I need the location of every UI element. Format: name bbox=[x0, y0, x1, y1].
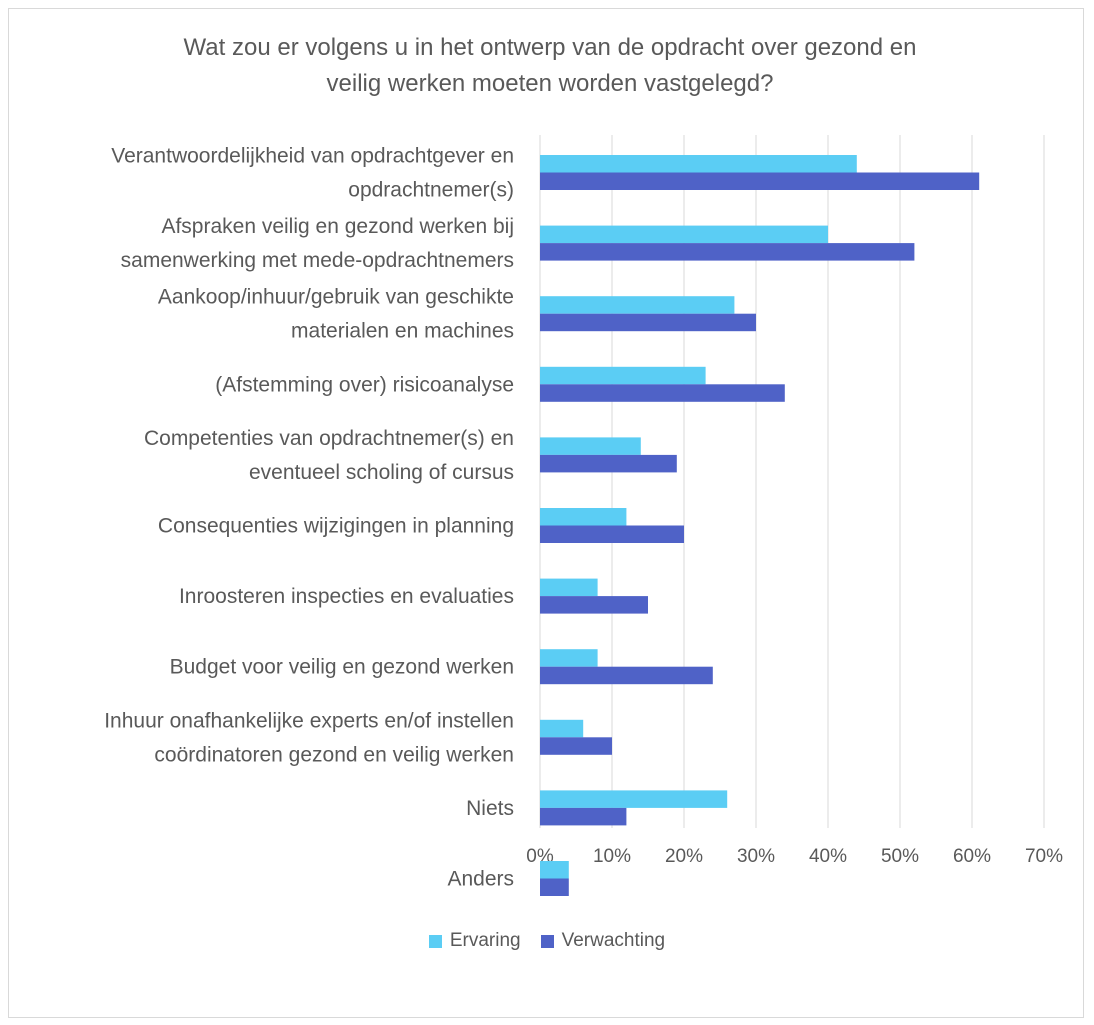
category-label: Inroosteren inspecties en evaluaties bbox=[179, 585, 514, 608]
legend-label-ervaring: Ervaring bbox=[449, 930, 521, 951]
bar-ervaring bbox=[540, 366, 706, 385]
category-label: Verantwoordelijkheid van opdrachtgever e… bbox=[111, 145, 514, 168]
x-tick-label: 70% bbox=[1025, 846, 1063, 867]
bar-ervaring bbox=[540, 437, 641, 455]
bar-ervaring bbox=[540, 225, 828, 244]
bar-ervaring bbox=[540, 790, 728, 808]
bar-verwachting bbox=[540, 313, 756, 332]
legend-swatch-ervaring bbox=[428, 934, 442, 948]
x-tick-label: 20% bbox=[665, 846, 703, 867]
category-label: samenwerking met mede-opdrachtnemers bbox=[121, 249, 514, 272]
chart-title: Wat zou er volgens u in het ontwerp van … bbox=[60, 30, 1040, 102]
bar-ervaring bbox=[540, 296, 735, 314]
x-tick-label: 60% bbox=[953, 846, 991, 867]
bar-verwachting bbox=[540, 666, 713, 685]
category-label: Anders bbox=[447, 868, 514, 891]
bar-ervaring bbox=[540, 155, 857, 173]
category-label: opdrachtnemer(s) bbox=[348, 179, 514, 202]
legend-swatch-verwachting bbox=[540, 934, 554, 948]
legend-item-ervaring: Ervaring bbox=[428, 930, 521, 952]
bar-verwachting bbox=[540, 172, 980, 190]
category-label: Aankoop/inhuur/gebruik van geschikte bbox=[158, 286, 514, 309]
chart-title-line-2: veilig werken moeten worden vastgelegd? bbox=[326, 70, 774, 97]
x-tick-label: 30% bbox=[737, 846, 775, 867]
category-label: (Afstemming over) risicoanalyse bbox=[215, 373, 514, 396]
category-label: eventueel scholing of cursus bbox=[249, 461, 514, 484]
category-label: Niets bbox=[466, 797, 514, 820]
bar-verwachting bbox=[540, 243, 915, 261]
legend: Ervaring Verwachting bbox=[0, 930, 1094, 952]
bar-verwachting bbox=[540, 737, 612, 755]
x-tick-label: 50% bbox=[881, 846, 919, 867]
bar-ervaring bbox=[540, 861, 569, 879]
bar-verwachting bbox=[540, 454, 677, 473]
bar-ervaring bbox=[540, 578, 598, 597]
category-label: Competenties van opdrachtnemer(s) en bbox=[144, 427, 514, 450]
legend-item-verwachting: Verwachting bbox=[540, 930, 666, 952]
category-label: Afspraken veilig en gezond werken bij bbox=[161, 215, 514, 238]
bar-ervaring bbox=[540, 719, 584, 738]
bar-verwachting bbox=[540, 807, 627, 826]
bar-verwachting bbox=[540, 878, 569, 896]
x-tick-label: 10% bbox=[593, 846, 631, 867]
legend-label-verwachting: Verwachting bbox=[561, 930, 666, 951]
bar-ervaring bbox=[540, 649, 598, 667]
bar-verwachting bbox=[540, 596, 648, 614]
bar-verwachting bbox=[540, 384, 785, 402]
category-label: Budget voor veilig en gezond werken bbox=[170, 656, 514, 679]
x-tick-label: 40% bbox=[809, 846, 847, 867]
chart-title-line-1: Wat zou er volgens u in het ontwerp van … bbox=[183, 34, 917, 61]
bar-verwachting bbox=[540, 525, 684, 543]
category-label: coördinatoren gezond en veilig werken bbox=[154, 743, 514, 766]
bar-ervaring bbox=[540, 508, 627, 526]
category-label: Consequenties wijzigingen in planning bbox=[158, 515, 514, 538]
category-label: materialen en machines bbox=[291, 320, 514, 343]
category-label: Inhuur onafhankelijke experts en/of inst… bbox=[104, 709, 514, 732]
